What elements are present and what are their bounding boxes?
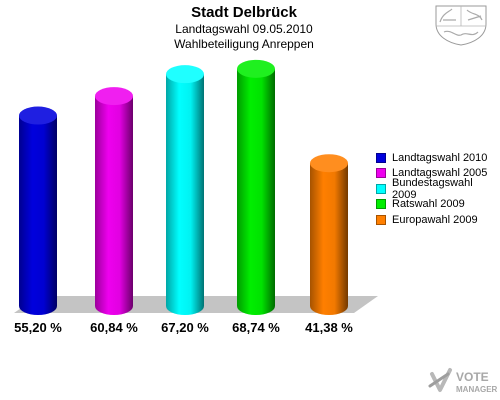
bar-top-cap <box>166 65 204 84</box>
bar-2 <box>95 87 133 316</box>
value-label: 67,20 % <box>161 320 209 335</box>
bar-top-cap <box>310 154 348 173</box>
bar-top-cap <box>19 106 57 125</box>
chart-subtitle-metric: Wahlbeteiligung Anreppen <box>174 37 314 51</box>
bar-body <box>95 96 133 316</box>
chart-header: Stadt Delbrück Landtagswahl 09.05.2010 W… <box>0 4 500 52</box>
bar-3 <box>166 65 204 315</box>
legend-label: Bundestagswahl 2009 <box>391 176 473 201</box>
bar-top-cap <box>237 59 275 78</box>
value-label: 60,84 % <box>90 320 138 335</box>
legend-item: Europawahl 2009 <box>376 212 500 228</box>
nrw-coat-of-arms-icon <box>435 5 487 46</box>
bar-4 <box>237 59 275 315</box>
legend-item: Landtagswahl 2010 <box>376 150 500 166</box>
legend-swatch <box>376 152 386 163</box>
legend-label: Ratswahl 2009 <box>392 198 465 211</box>
legend-label: Landtagswahl 2005 <box>392 167 488 180</box>
legend-label: Landtagswahl 2010 <box>392 151 488 164</box>
value-label: 68,74 % <box>232 320 280 335</box>
legend-item: Ratswahl 2009 <box>376 197 500 213</box>
chart-subtitle-election: Landtagswahl 09.05.2010 <box>175 22 313 36</box>
bar-body <box>310 163 348 315</box>
bar-body <box>19 115 57 315</box>
bar-body <box>166 74 204 315</box>
legend-swatch <box>376 214 386 225</box>
legend-swatch <box>376 199 386 210</box>
bar-body <box>237 68 275 315</box>
logo-text-vote: VOTE <box>456 370 489 384</box>
value-label: 41,38 % <box>305 320 353 335</box>
legend-item: Bundestagswahl 2009 <box>376 177 500 201</box>
legend-swatch <box>376 183 386 194</box>
legend-swatch <box>376 168 386 179</box>
legend-label: Europawahl 2009 <box>392 213 478 226</box>
votemanager-logo: VOTE MANAGER <box>428 368 498 394</box>
logo-text-manager: MANAGER <box>456 385 498 394</box>
chart-legend: Landtagswahl 2010 Landtagswahl 2005 Bundes… <box>376 150 500 228</box>
value-label: 55,20 % <box>14 320 62 335</box>
bar-top-cap <box>95 87 133 106</box>
bar-1 <box>19 106 57 315</box>
bar-5 <box>310 154 348 315</box>
legend-item: Landtagswahl 2005 <box>376 166 500 182</box>
chart-title: Stadt Delbrück <box>191 4 297 21</box>
